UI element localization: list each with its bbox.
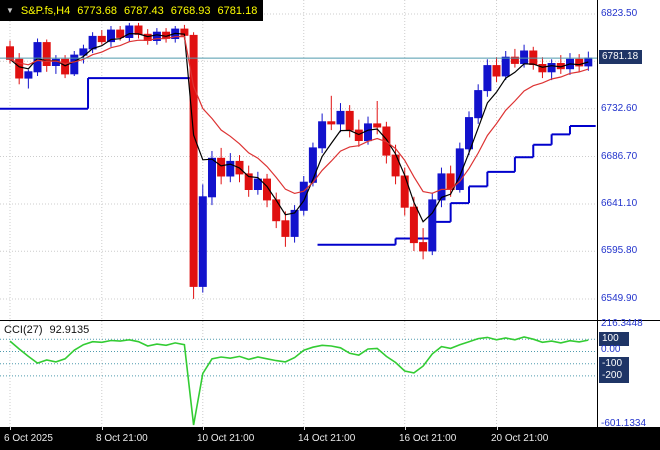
candle-body [226,160,235,177]
price-axis[interactable]: 6823.50 6732.60 6686.70 6641.10 6595.80 6549.… [599,0,660,427]
candle-body [152,31,161,42]
time-tick-mark [102,427,103,430]
candle-body [492,65,501,77]
candle-body [308,147,317,183]
ma-fast-line [9,32,589,223]
candle-body [547,63,556,73]
symbol-timeframe-label: S&P.fs,H4 [20,4,71,17]
time-axis-label: 10 Oct 21:00 [197,433,255,444]
candle-body [107,29,115,43]
cci-level-tag: -100 [599,357,629,371]
time-axis-label: 16 Oct 21:00 [399,433,457,444]
candle-body [198,196,207,287]
candle-body [263,178,271,201]
ohlc-low-value: 6768.93 [170,4,211,17]
candle-body [6,46,14,60]
time-tick-mark [405,427,406,430]
current-price-tag: 6781.18 [599,50,643,64]
candle-body [437,173,446,201]
candle-body [244,173,253,190]
candle-body [208,157,216,198]
candle-body [354,129,363,142]
time-tick-mark [497,427,498,430]
candle-body [281,220,290,237]
candle-body [134,25,143,35]
candle-body [501,56,510,77]
price-axis-label: 6732.60 [601,103,638,114]
price-axis-label: 6686.70 [601,151,638,162]
candle-body [79,48,88,56]
candle-body [33,42,42,73]
candle-body [455,148,464,190]
candle-body [409,206,418,244]
candle-body [465,117,473,150]
candle-body [318,121,327,149]
candle-body [15,58,24,79]
time-tick-mark [10,427,11,430]
cci-axis-label: -601.1334 [601,418,647,429]
cci-axis-label: 0.00 [601,344,621,355]
candle-body [88,35,97,50]
cci-line [9,336,589,426]
price-axis-label: 6595.80 [601,245,638,256]
price-axis-label: 6641.10 [601,198,638,209]
cci-indicator-axis[interactable]: 216.3448 100 0.00 -100 -200 -601.1334 [599,0,660,429]
candle-body [373,123,382,128]
time-axis[interactable]: 6 Oct 2025 8 Oct 21:00 10 Oct 21:00 14 Oct … [0,427,660,450]
candle-body [299,181,308,211]
cci-axis-label: 216.3448 [601,318,643,329]
candle-body [290,209,299,237]
candle-body [538,64,547,73]
candle-body [327,121,336,125]
time-tick-mark [304,427,305,430]
time-axis-label: 14 Oct 21:00 [298,433,356,444]
candle-body [189,34,198,287]
candle-body [419,242,428,252]
candle-body [336,110,345,125]
candle-body [428,199,437,252]
candle-body [575,58,584,67]
candle-body [483,65,492,92]
ohlc-open-value: 6773.68 [77,4,118,17]
candle-body [125,25,134,38]
candle-body [24,71,33,79]
ohlc-high-value: 6787.43 [124,4,164,17]
candle-body [345,110,354,131]
candle-body [61,58,70,75]
candle-body [520,50,529,64]
candle-body [97,35,106,43]
indicator-name: CCI(27) [4,324,43,336]
cci-level-tag: -200 [599,369,629,383]
candle-body [510,56,519,64]
price-axis-label: 6549.90 [601,293,638,304]
candle-body [253,178,262,191]
candle-body [474,90,483,119]
indicator-label: CCI(27) 92.9135 [4,324,89,336]
chart-title-bar: ▼ S&P.fs,H4 6773.68 6787.43 6768.93 6781… [0,0,263,21]
candle-body [42,42,51,66]
candle-body [391,154,400,177]
time-axis-label: 8 Oct 21:00 [96,433,148,444]
candle-body [364,123,372,142]
candle-body [217,157,226,177]
price-axis-label: 6823.50 [601,8,638,19]
candle-body [70,54,79,75]
symbol-dropdown-icon[interactable]: ▼ [6,6,14,15]
ohlc-close-value: 6781.18 [217,4,258,17]
indicator-value: 92.9135 [49,324,90,336]
candle-body [116,29,125,38]
time-axis-label: 20 Oct 21:00 [491,433,549,444]
time-tick-mark [203,427,204,430]
ma-slow-line [9,35,589,195]
time-axis-label: 6 Oct 2025 [4,433,53,444]
cci-level-tag: 100 [599,332,629,346]
